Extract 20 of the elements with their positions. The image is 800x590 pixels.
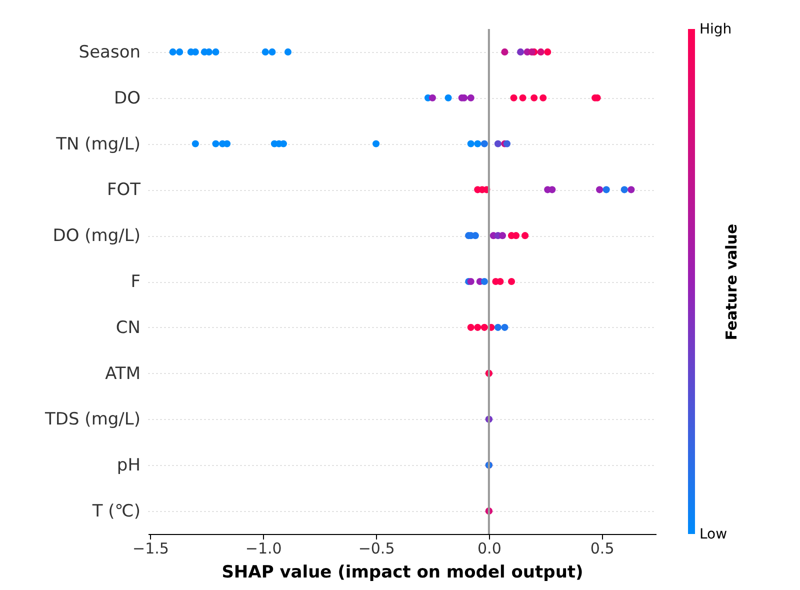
y-tick-label: DO (mg/L) xyxy=(52,226,140,246)
y-tick-label: FOT xyxy=(106,180,142,200)
y-tick-label: DO xyxy=(114,88,140,108)
y-tick-label: CN xyxy=(116,318,140,338)
x-tick-label: 0.0 xyxy=(477,540,502,558)
x-axis-title: SHAP value (impact on model output) xyxy=(222,562,584,582)
color-bar-label: High xyxy=(700,22,732,38)
x-tick-label: −0.5 xyxy=(358,540,395,558)
color-bar-label: Low xyxy=(700,526,728,542)
color-bar-title: Feature value xyxy=(722,224,741,340)
y-tick-label: TN (mg/L) xyxy=(55,134,140,154)
x-tick-label: 0.5 xyxy=(590,540,614,558)
y-tick-label: T (℃) xyxy=(91,502,140,522)
y-tick-label: Season xyxy=(78,42,140,62)
x-tick-label: −1.5 xyxy=(132,540,169,558)
y-tick-label: pH xyxy=(116,456,140,476)
y-tick-label: ATM xyxy=(105,364,140,384)
y-tick-label: F xyxy=(130,272,140,292)
y-tick-label: TDS (mg/L) xyxy=(44,410,140,430)
x-tick-label: −1.0 xyxy=(245,540,282,558)
